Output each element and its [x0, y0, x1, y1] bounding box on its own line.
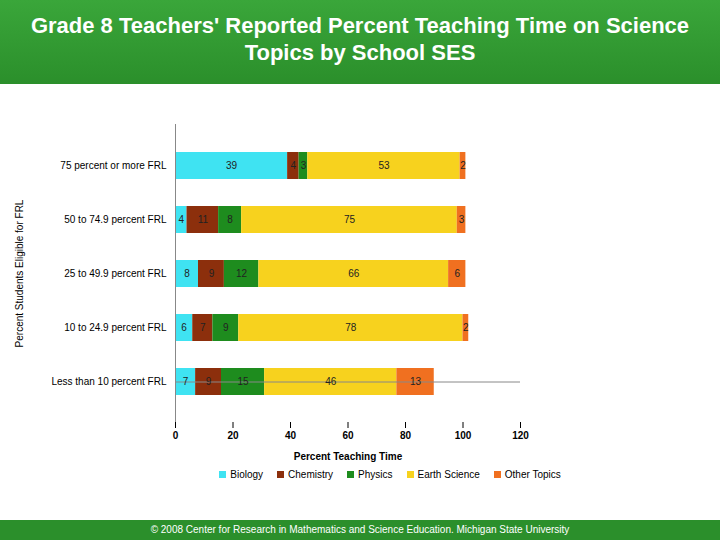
svg-text:75 percent or more FRL: 75 percent or more FRL: [60, 160, 167, 171]
svg-text:8: 8: [227, 214, 233, 225]
html-text:Biology: Biology: [230, 468, 264, 480]
svg-text:40: 40: [285, 430, 297, 441]
svg-text:3: 3: [459, 214, 465, 225]
svg-text:2: 2: [460, 160, 466, 171]
html-text:Other Topics: Other Topics: [504, 468, 561, 480]
html-text:Grade 8 Teachers' Reported Per: Grade 8 Teachers' Reported Percent Teach…: [30, 13, 690, 65]
svg-text:100: 100: [455, 430, 472, 441]
html-text:Earth Science: Earth Science: [417, 468, 480, 480]
html-text:Chemistry: Chemistry: [288, 468, 334, 480]
svg-text:53: 53: [378, 160, 390, 171]
svg-text:7: 7: [200, 322, 206, 333]
svg-text:Percent Teaching Time: Percent Teaching Time: [294, 451, 403, 462]
svg-text:8: 8: [184, 268, 190, 279]
svg-text:0: 0: [173, 430, 179, 441]
svg-text:2: 2: [463, 322, 469, 333]
svg-text:25 to 49.9 percent FRL: 25 to 49.9 percent FRL: [64, 268, 167, 279]
svg-text:80: 80: [400, 430, 412, 441]
svg-text:120: 120: [512, 430, 529, 441]
svg-text:39: 39: [226, 160, 238, 171]
svg-text:7: 7: [183, 376, 189, 387]
svg-text:9: 9: [206, 376, 212, 387]
svg-text:4: 4: [291, 160, 297, 171]
svg-text:Less than 10 percent FRL: Less than 10 percent FRL: [51, 376, 167, 387]
html-text:© 2008 Center for Research in: © 2008 Center for Research in Mathematic…: [150, 524, 570, 535]
svg-text:15: 15: [238, 376, 250, 387]
svg-text:50 to 74.9 percent FRL: 50 to 74.9 percent FRL: [64, 214, 167, 225]
svg-text:9: 9: [223, 322, 229, 333]
svg-text:13: 13: [410, 376, 422, 387]
svg-text:12: 12: [236, 268, 248, 279]
svg-text:Percent Students Eligible for: Percent Students Eligible for FRL: [14, 199, 25, 347]
svg-text:4: 4: [178, 214, 184, 225]
svg-text:10 to 24.9 percent FRL: 10 to 24.9 percent FRL: [64, 322, 167, 333]
svg-text:3: 3: [301, 160, 307, 171]
svg-text:60: 60: [342, 430, 354, 441]
svg-text:20: 20: [227, 430, 239, 441]
svg-text:78: 78: [345, 322, 357, 333]
svg-text:66: 66: [348, 268, 360, 279]
svg-text:11: 11: [198, 214, 209, 225]
svg-text:46: 46: [325, 376, 337, 387]
svg-text:9: 9: [209, 268, 215, 279]
html-text:Physics: Physics: [358, 468, 393, 480]
svg-text:6: 6: [454, 268, 460, 279]
svg-text:75: 75: [344, 214, 356, 225]
svg-text:6: 6: [181, 322, 187, 333]
